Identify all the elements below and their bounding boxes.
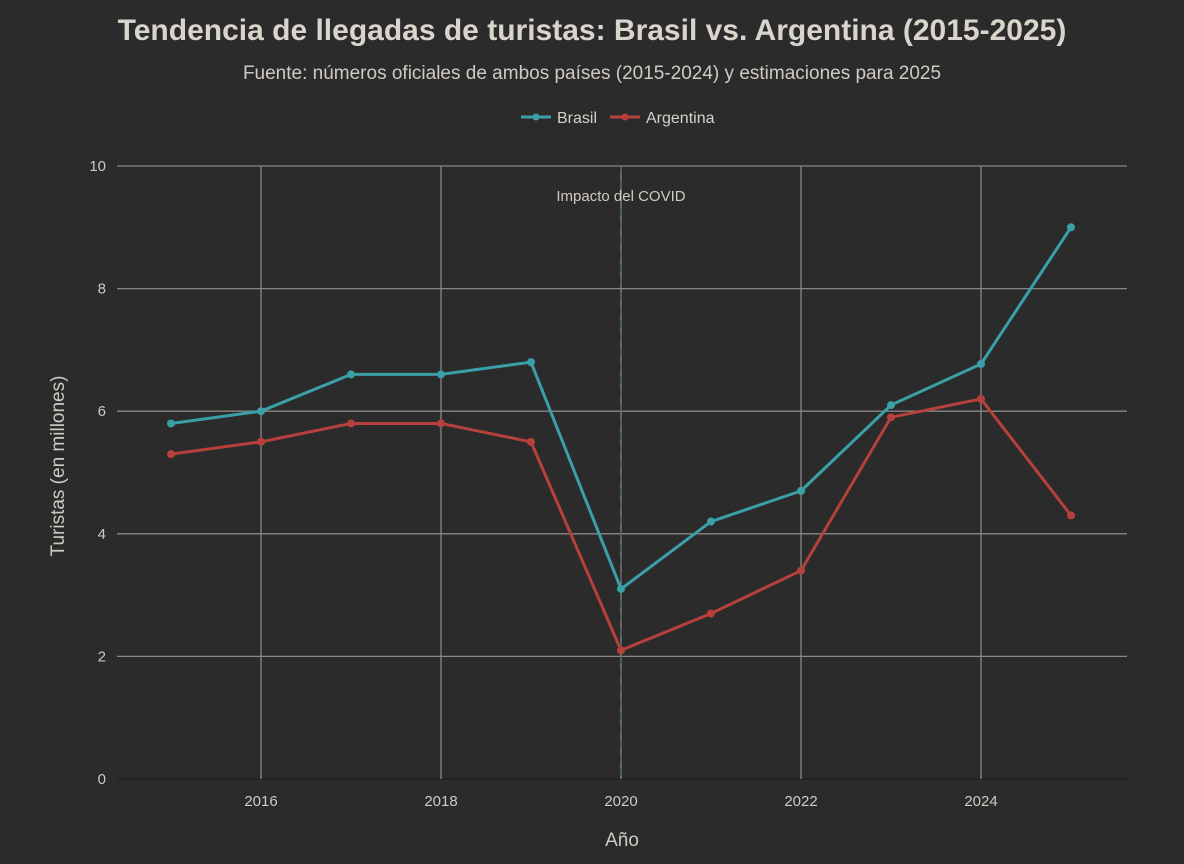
y-axis-label: Turistas (en millones) <box>48 376 69 557</box>
data-point-brasil-2017 <box>347 370 355 379</box>
y-tick-label: 8 <box>98 281 106 298</box>
data-point-argentina-2024 <box>977 394 985 403</box>
x-tick-label: 2016 <box>244 793 277 810</box>
x-axis-label: Año <box>605 830 639 851</box>
data-point-brasil-2025 <box>1067 223 1075 232</box>
data-point-brasil-2022 <box>797 486 805 495</box>
chart-subtitle: Fuente: números oficiales de ambos paíse… <box>242 63 942 84</box>
data-point-brasil-2018 <box>437 370 445 379</box>
y-tick-label: 2 <box>98 648 106 665</box>
x-tick-label: 2024 <box>964 793 997 810</box>
legend-label-brasil: Brasil <box>557 110 597 127</box>
data-point-brasil-2019 <box>527 358 535 367</box>
data-point-brasil-2024 <box>977 359 985 368</box>
data-point-argentina-2022 <box>797 566 805 575</box>
y-tick-label: 0 <box>98 771 106 788</box>
legend-label-argentina: Argentina <box>646 110 715 127</box>
data-point-brasil-2016 <box>257 407 265 416</box>
data-point-argentina-2016 <box>257 437 265 446</box>
data-point-argentina-2018 <box>437 419 445 428</box>
data-point-argentina-2020 <box>617 646 625 655</box>
data-point-argentina-2017 <box>347 419 355 428</box>
data-point-argentina-2019 <box>527 437 535 446</box>
x-tick-label: 2020 <box>604 793 637 810</box>
data-point-brasil-2021 <box>707 517 715 526</box>
data-point-brasil-2023 <box>887 401 895 410</box>
data-point-brasil-2020 <box>617 584 625 593</box>
y-tick-label: 4 <box>98 526 106 543</box>
y-tick-label: 10 <box>89 158 106 175</box>
chart-title: Tendencia de llegadas de turistas: Brasi… <box>117 14 1067 47</box>
data-point-argentina-2023 <box>887 413 895 422</box>
covid-annotation: Impacto del COVID <box>556 188 685 205</box>
legend-marker-argentina <box>621 113 629 121</box>
data-point-argentina-2025 <box>1067 511 1075 520</box>
legend-marker-brasil <box>532 113 540 121</box>
data-point-brasil-2015 <box>167 419 175 428</box>
data-point-argentina-2021 <box>707 609 715 618</box>
data-point-argentina-2015 <box>167 450 175 459</box>
x-tick-label: 2022 <box>784 793 817 810</box>
x-tick-label: 2018 <box>424 793 457 810</box>
y-tick-label: 6 <box>98 403 106 420</box>
